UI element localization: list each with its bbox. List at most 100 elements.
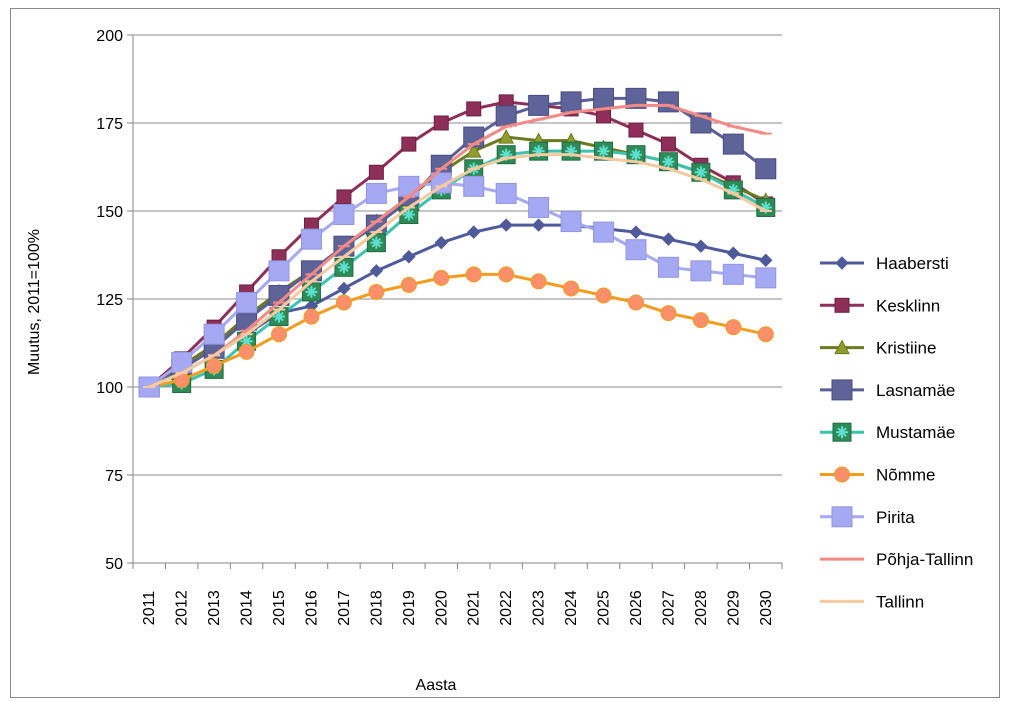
legend-entry: Mustamäe [820,422,955,442]
legend-entry: Kesklinn [820,296,940,315]
data-point [368,164,384,180]
x-axis-label: Aasta [416,677,457,694]
data-point [660,305,677,322]
data-point [335,294,352,311]
data-point [238,343,255,360]
data-point [400,276,417,293]
axes [127,34,783,569]
data-point [528,196,550,218]
x-tick-label: 2021 [466,590,483,626]
data-point [694,239,708,253]
data-point [596,108,612,124]
data-point [365,182,387,204]
x-tick-label: 2018 [368,590,385,626]
data-point [498,266,515,283]
data-point [402,250,416,264]
x-tick-label: 2025 [596,590,613,626]
data-point [433,115,449,131]
data-point-star [370,236,383,249]
data-point [628,122,644,138]
legend-entry: Pirita [820,506,915,528]
x-tick-label: 2029 [725,590,742,626]
legend: Haabersti Kesklinn Kristiine Lasnamäe Mustam… [820,254,973,611]
data-point [563,280,580,297]
data-point [755,158,777,180]
data-point-star [662,155,675,168]
data-point [692,312,709,329]
data-point [759,253,773,267]
data-point [528,94,550,116]
data-point [398,175,420,197]
legend-label: Haabersti [876,254,949,273]
data-point [560,211,582,233]
data-point-star [240,335,253,348]
data-point-star [629,148,642,161]
legend-entry: Põhja-Tallinn [820,550,973,569]
x-tick-label: 2015 [271,590,288,626]
data-point [835,256,849,270]
data-point [203,323,225,345]
data-point [499,218,513,232]
data-point [333,204,355,226]
data-point [463,175,485,197]
data-point [625,87,647,109]
x-tick-label: 2019 [401,590,418,626]
data-point [657,256,679,278]
data-point [660,136,676,152]
y-tick-label: 150 [96,204,123,221]
legend-label: Kristiine [876,339,936,358]
y-tick-label: 50 [105,556,123,573]
data-point [757,326,774,343]
legend-entry: Haabersti [820,254,949,273]
data-point [593,87,615,109]
legend-entry: Lasnamäe [820,379,955,401]
legend-label: Mustamäe [876,423,955,442]
legend-label: Pirita [876,508,915,527]
data-point-star [597,145,610,158]
x-tick-label: 2026 [628,590,645,626]
data-point [206,357,223,374]
data-point [629,225,643,239]
data-point [300,228,322,250]
y-tick-label: 125 [96,292,123,309]
series-line [148,153,767,389]
data-point [498,129,515,144]
data-point [495,105,517,127]
data-point [625,239,647,261]
x-tick-label: 2030 [758,590,775,626]
data-point [337,281,351,296]
data-point [661,232,676,246]
x-tick-label: 2024 [563,590,580,626]
data-point [834,297,850,313]
x-tick-label: 2014 [239,590,256,626]
series-pirita [138,172,777,398]
legend-label: Tallinn [876,592,924,611]
data-point [236,292,258,314]
series-tallinn [143,153,772,389]
data-point [834,339,850,355]
data-point [434,235,448,250]
y-tick-label: 200 [96,28,123,45]
data-point [726,246,741,260]
data-point [725,319,742,336]
x-tick-label: 2027 [660,590,677,626]
data-point-star [337,261,350,274]
data-point [303,308,320,325]
data-point [465,143,482,158]
data-point [722,133,744,155]
data-point [268,260,290,282]
y-axis-label: Muutus, 2011=100% [26,229,43,375]
data-point [336,189,352,205]
gridlines [133,34,782,476]
data-point [466,101,482,117]
series-nõmme [141,266,774,395]
y-tick-label: 175 [96,116,123,133]
series-kesklinn [141,94,774,395]
data-point [369,264,384,278]
data-point [368,283,385,300]
data-point [433,269,450,286]
legend-label: Nõmme [876,466,936,485]
data-point [627,294,644,311]
y-tick-label: 100 [96,380,123,397]
